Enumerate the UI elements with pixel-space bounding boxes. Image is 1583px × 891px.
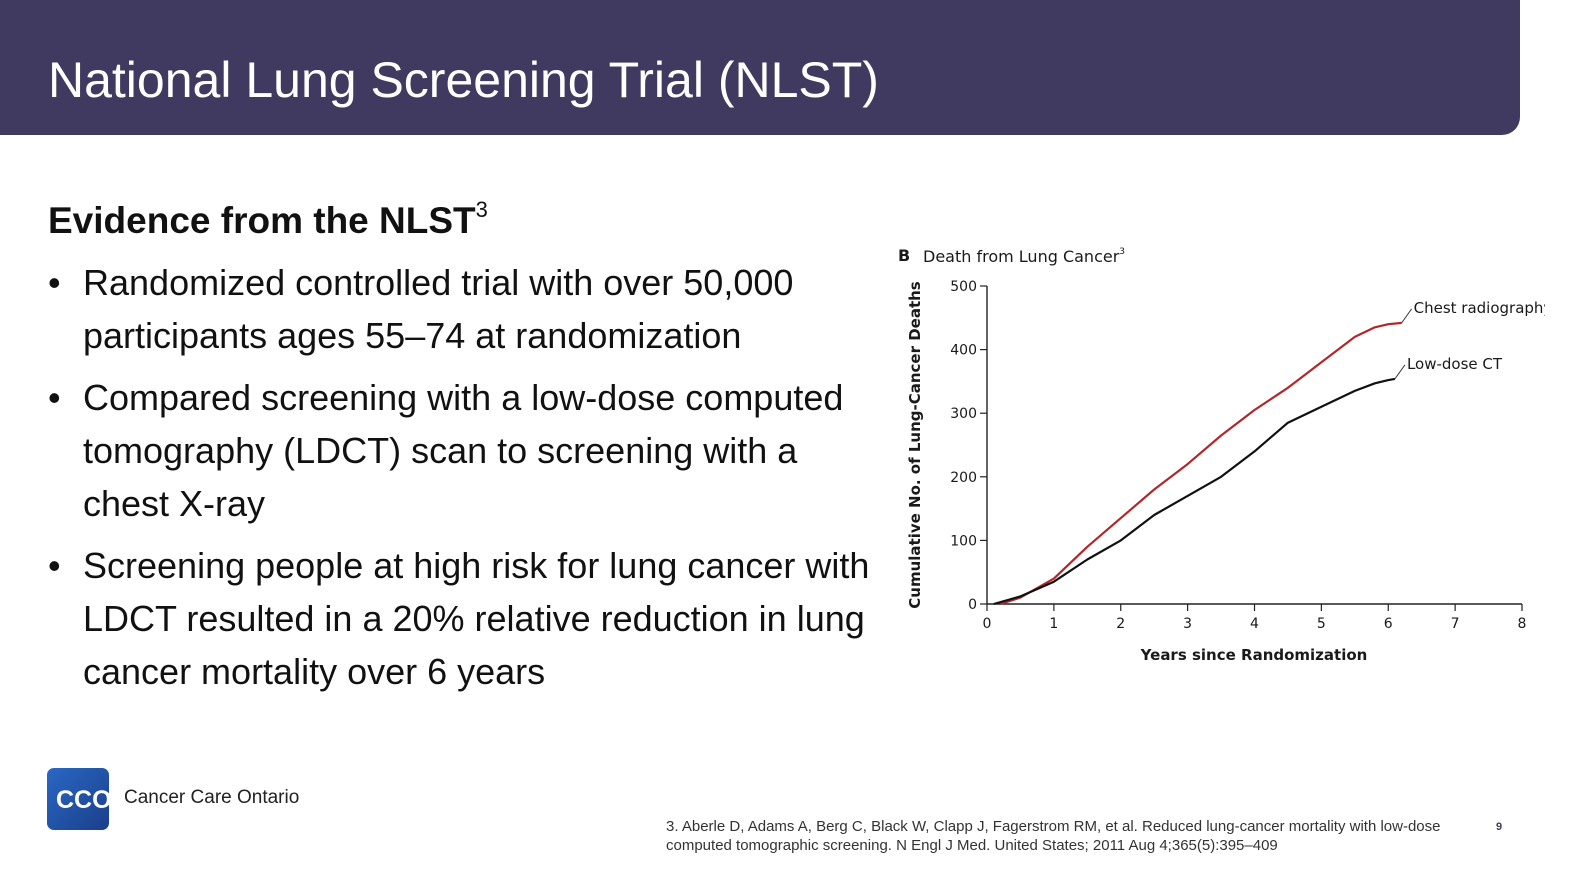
chart-title: Death from Lung Cancer3 xyxy=(923,247,1125,266)
x-tick-label: 4 xyxy=(1250,616,1259,632)
x-tick-label: 1 xyxy=(1049,616,1058,632)
chart-title-text: Death from Lung Cancer xyxy=(923,247,1120,266)
bullet-text: Screening people at high risk for lung c… xyxy=(83,545,870,692)
x-tick-label: 5 xyxy=(1317,616,1326,632)
y-tick-label: 500 xyxy=(950,279,977,295)
y-tick-label: 400 xyxy=(950,343,977,359)
x-tick-label: 8 xyxy=(1518,616,1527,632)
chart-title-footnote: 3 xyxy=(1119,247,1125,257)
chart-panel-label: B xyxy=(898,246,910,265)
title-bar: National Lung Screening Trial (NLST) xyxy=(0,0,1520,135)
section-heading-text: Evidence from the NLST xyxy=(48,200,476,241)
section-heading: Evidence from the NLST3 xyxy=(48,196,488,246)
x-axis-label: Years since Randomization xyxy=(1140,646,1368,664)
y-tick-label: 300 xyxy=(950,406,977,422)
y-tick-label: 0 xyxy=(968,597,977,613)
bullet-list: • Randomized controlled trial with over 5… xyxy=(48,256,888,707)
chart-axes: 0 100 200 300 400 500 0 1 2 3 4 5 6 7 8 xyxy=(950,279,1526,632)
bullet-text: Compared screening with a low-dose compu… xyxy=(83,377,844,524)
series-label-low-dose-ct: Low-dose CT xyxy=(1407,355,1503,373)
heading-footnote-marker: 3 xyxy=(475,197,488,222)
bullet-dot-icon: • xyxy=(48,377,61,418)
y-tick-label: 100 xyxy=(950,533,977,549)
x-tick-label: 2 xyxy=(1116,616,1125,632)
logo-letters: CCO xyxy=(56,786,109,814)
series-label-leader xyxy=(1394,364,1406,380)
x-tick-label: 0 xyxy=(983,616,992,632)
bullet-dot-icon: • xyxy=(48,545,61,586)
x-tick-label: 3 xyxy=(1183,616,1192,632)
bullet-item: • Screening people at high risk for lung … xyxy=(48,539,888,698)
chart-series-labels: Chest radiography Low-dose CT xyxy=(1394,299,1545,380)
page-number: 9 xyxy=(1496,821,1503,833)
cco-logo: CCO xyxy=(47,768,109,830)
slide-title: National Lung Screening Trial (NLST) xyxy=(48,52,879,108)
bullet-dot-icon: • xyxy=(48,262,61,303)
y-axis-label: Cumulative No. of Lung-Cancer Deaths xyxy=(906,281,924,609)
bullet-item: • Compared screening with a low-dose comp… xyxy=(48,371,888,530)
chart-series xyxy=(993,321,1402,606)
y-tick-label: 200 xyxy=(950,470,977,486)
series-label-chest-radiography: Chest radiography xyxy=(1414,299,1545,317)
series-line-chest-radiography xyxy=(1000,321,1402,606)
x-tick-label: 6 xyxy=(1384,616,1393,632)
series-label-leader xyxy=(1401,308,1413,324)
series-line-low-dose-ct xyxy=(993,377,1396,606)
citation-footnote: 3. Aberle D, Adams A, Berg C, Black W, C… xyxy=(666,818,1441,854)
x-tick-label: 7 xyxy=(1451,616,1460,632)
organization-name: Cancer Care Ontario xyxy=(124,787,300,808)
bullet-item: • Randomized controlled trial with over 5… xyxy=(48,256,888,362)
bullet-text: Randomized controlled trial with over 50… xyxy=(83,262,794,356)
lung-cancer-deaths-chart: B Death from Lung Cancer3 Cumulative No.… xyxy=(898,246,1545,664)
